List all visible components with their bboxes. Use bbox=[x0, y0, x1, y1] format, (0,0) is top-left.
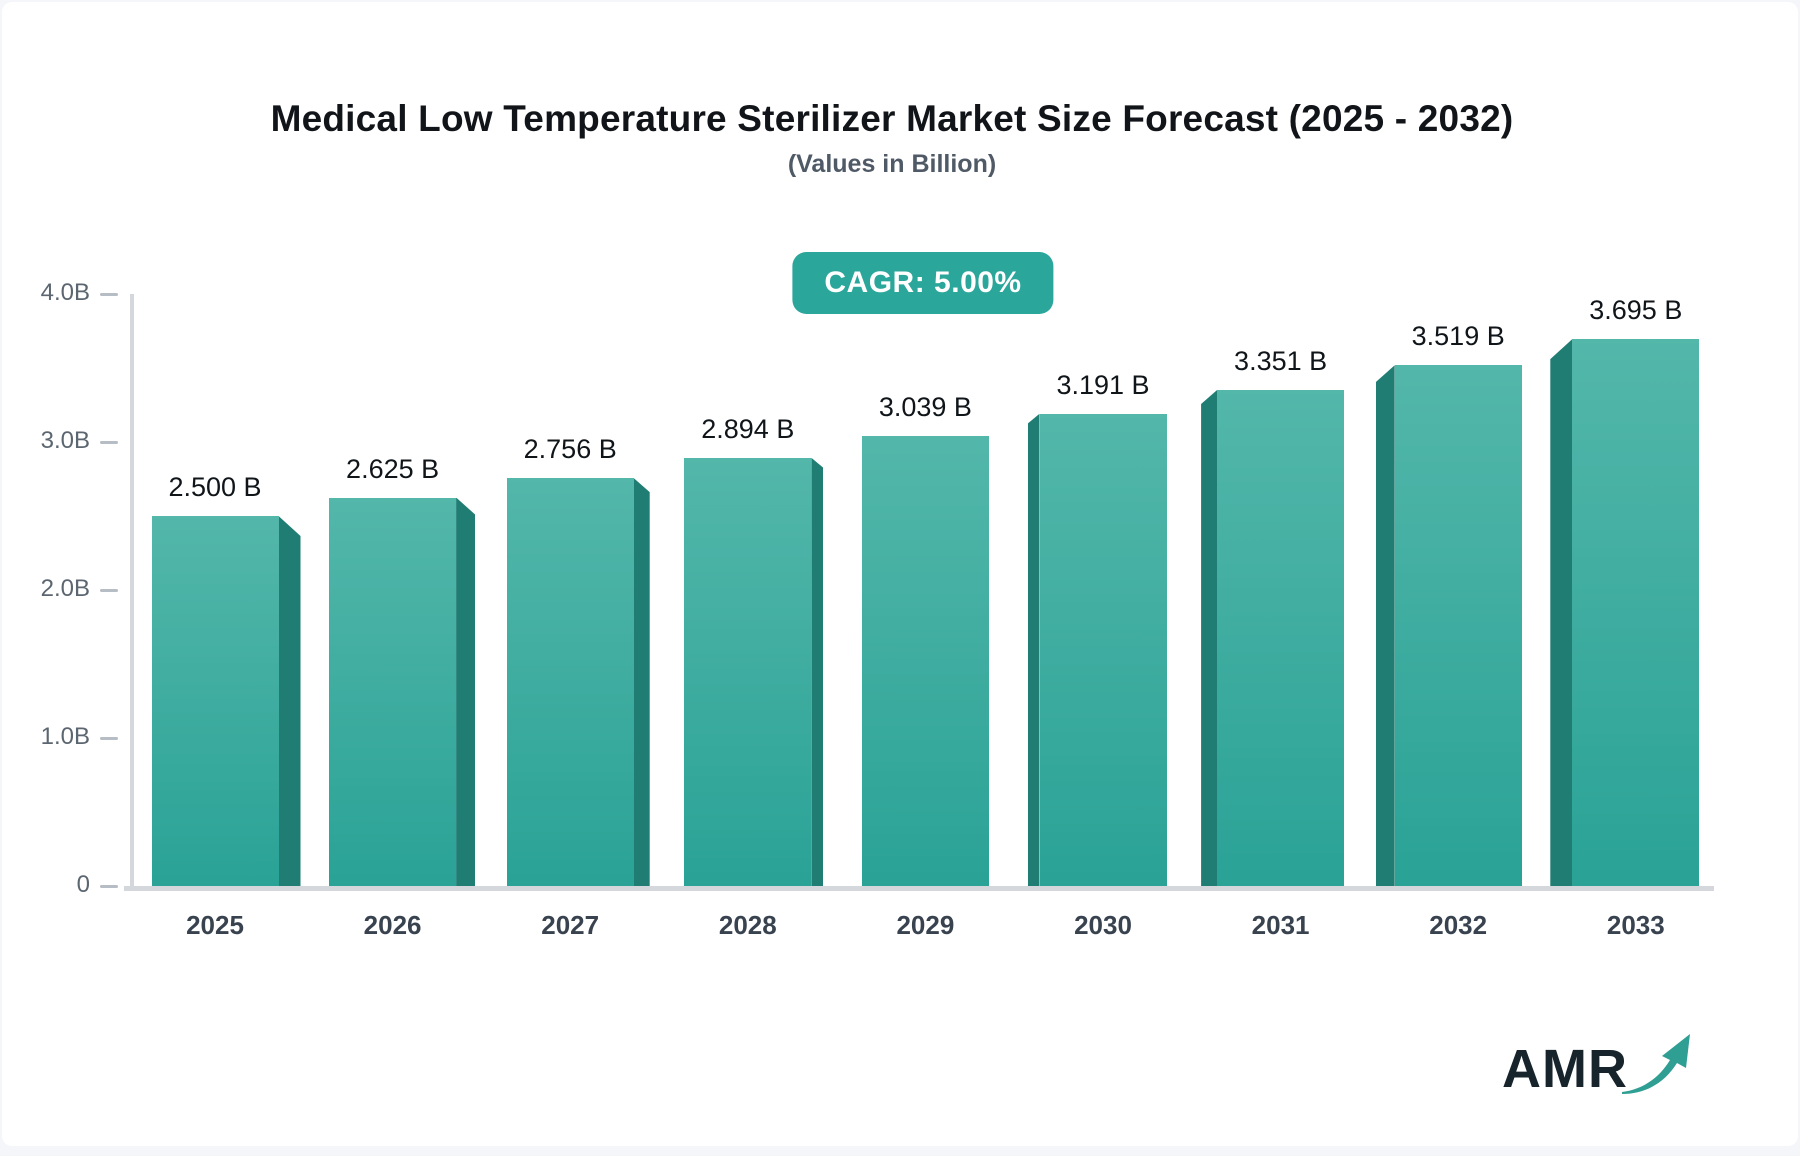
y-axis-tick-mark bbox=[100, 589, 118, 592]
bar-side-face bbox=[456, 497, 476, 886]
y-axis-tick-mark bbox=[100, 737, 118, 740]
bar-value-label: 3.191 B bbox=[1056, 369, 1150, 400]
y-axis-tick-label: 3.0B bbox=[40, 427, 90, 454]
bar-side-face bbox=[633, 478, 650, 886]
bar-value-label: 3.351 B bbox=[1234, 346, 1328, 377]
cagr-badge: CAGR: 5.00% bbox=[792, 252, 1054, 314]
y-axis-tick-label: 4.0B bbox=[40, 279, 90, 306]
x-axis-label: 2031 bbox=[1251, 910, 1310, 940]
bar-value-label: 2.500 B bbox=[168, 472, 262, 502]
x-axis-label: 2029 bbox=[896, 910, 955, 940]
y-axis-tick-mark bbox=[100, 441, 118, 444]
bar bbox=[329, 497, 457, 886]
bar bbox=[861, 436, 989, 886]
y-axis-tick-label: 2.0B bbox=[40, 575, 90, 602]
bar bbox=[1394, 365, 1522, 886]
bar bbox=[1572, 339, 1700, 886]
bar-value-label: 3.039 B bbox=[878, 392, 972, 423]
bar-side-face bbox=[1550, 339, 1573, 886]
bar-side-face bbox=[1375, 365, 1395, 886]
x-axis-label: 2027 bbox=[541, 910, 600, 940]
chart-subtitle: (Values in Billion) bbox=[787, 150, 997, 178]
bar bbox=[1039, 413, 1167, 886]
y-axis-tick-mark bbox=[100, 293, 118, 296]
y-axis-tick-mark bbox=[100, 885, 118, 888]
x-axis-line bbox=[124, 886, 1714, 891]
x-axis-label: 2032 bbox=[1429, 910, 1488, 940]
amr-logo: AMR bbox=[1502, 1030, 1694, 1100]
y-axis-tick-label: 0 bbox=[76, 871, 90, 898]
x-axis-label: 2025 bbox=[186, 910, 244, 940]
bar bbox=[151, 516, 279, 886]
bar-value-label: 3.519 B bbox=[1411, 321, 1505, 352]
bar-side-face bbox=[278, 516, 301, 886]
amr-logo-text: AMR bbox=[1502, 1039, 1628, 1099]
x-axis-label: 2026 bbox=[363, 910, 422, 940]
x-axis-label: 2028 bbox=[718, 910, 777, 940]
bar-side-face bbox=[1201, 390, 1218, 886]
bar-value-label: 2.894 B bbox=[701, 413, 795, 444]
bar-side-face bbox=[811, 457, 824, 886]
bar-value-label: 2.625 B bbox=[346, 453, 440, 484]
bar-value-label: 2.756 B bbox=[523, 434, 617, 465]
bar bbox=[684, 457, 812, 886]
y-axis-tick-label: 1.0B bbox=[40, 723, 90, 750]
bar-side-face bbox=[1027, 413, 1040, 886]
x-axis-label: 2030 bbox=[1074, 910, 1132, 940]
bar bbox=[1217, 390, 1345, 886]
y-axis-line bbox=[130, 294, 134, 891]
bar-value-label: 3.695 B bbox=[1589, 295, 1683, 326]
growth-arrow-icon bbox=[1622, 1034, 1690, 1094]
chart-title: Medical Low Temperature Sterilizer Marke… bbox=[270, 98, 1514, 139]
x-axis-label: 2033 bbox=[1606, 910, 1665, 940]
bar bbox=[506, 478, 634, 886]
